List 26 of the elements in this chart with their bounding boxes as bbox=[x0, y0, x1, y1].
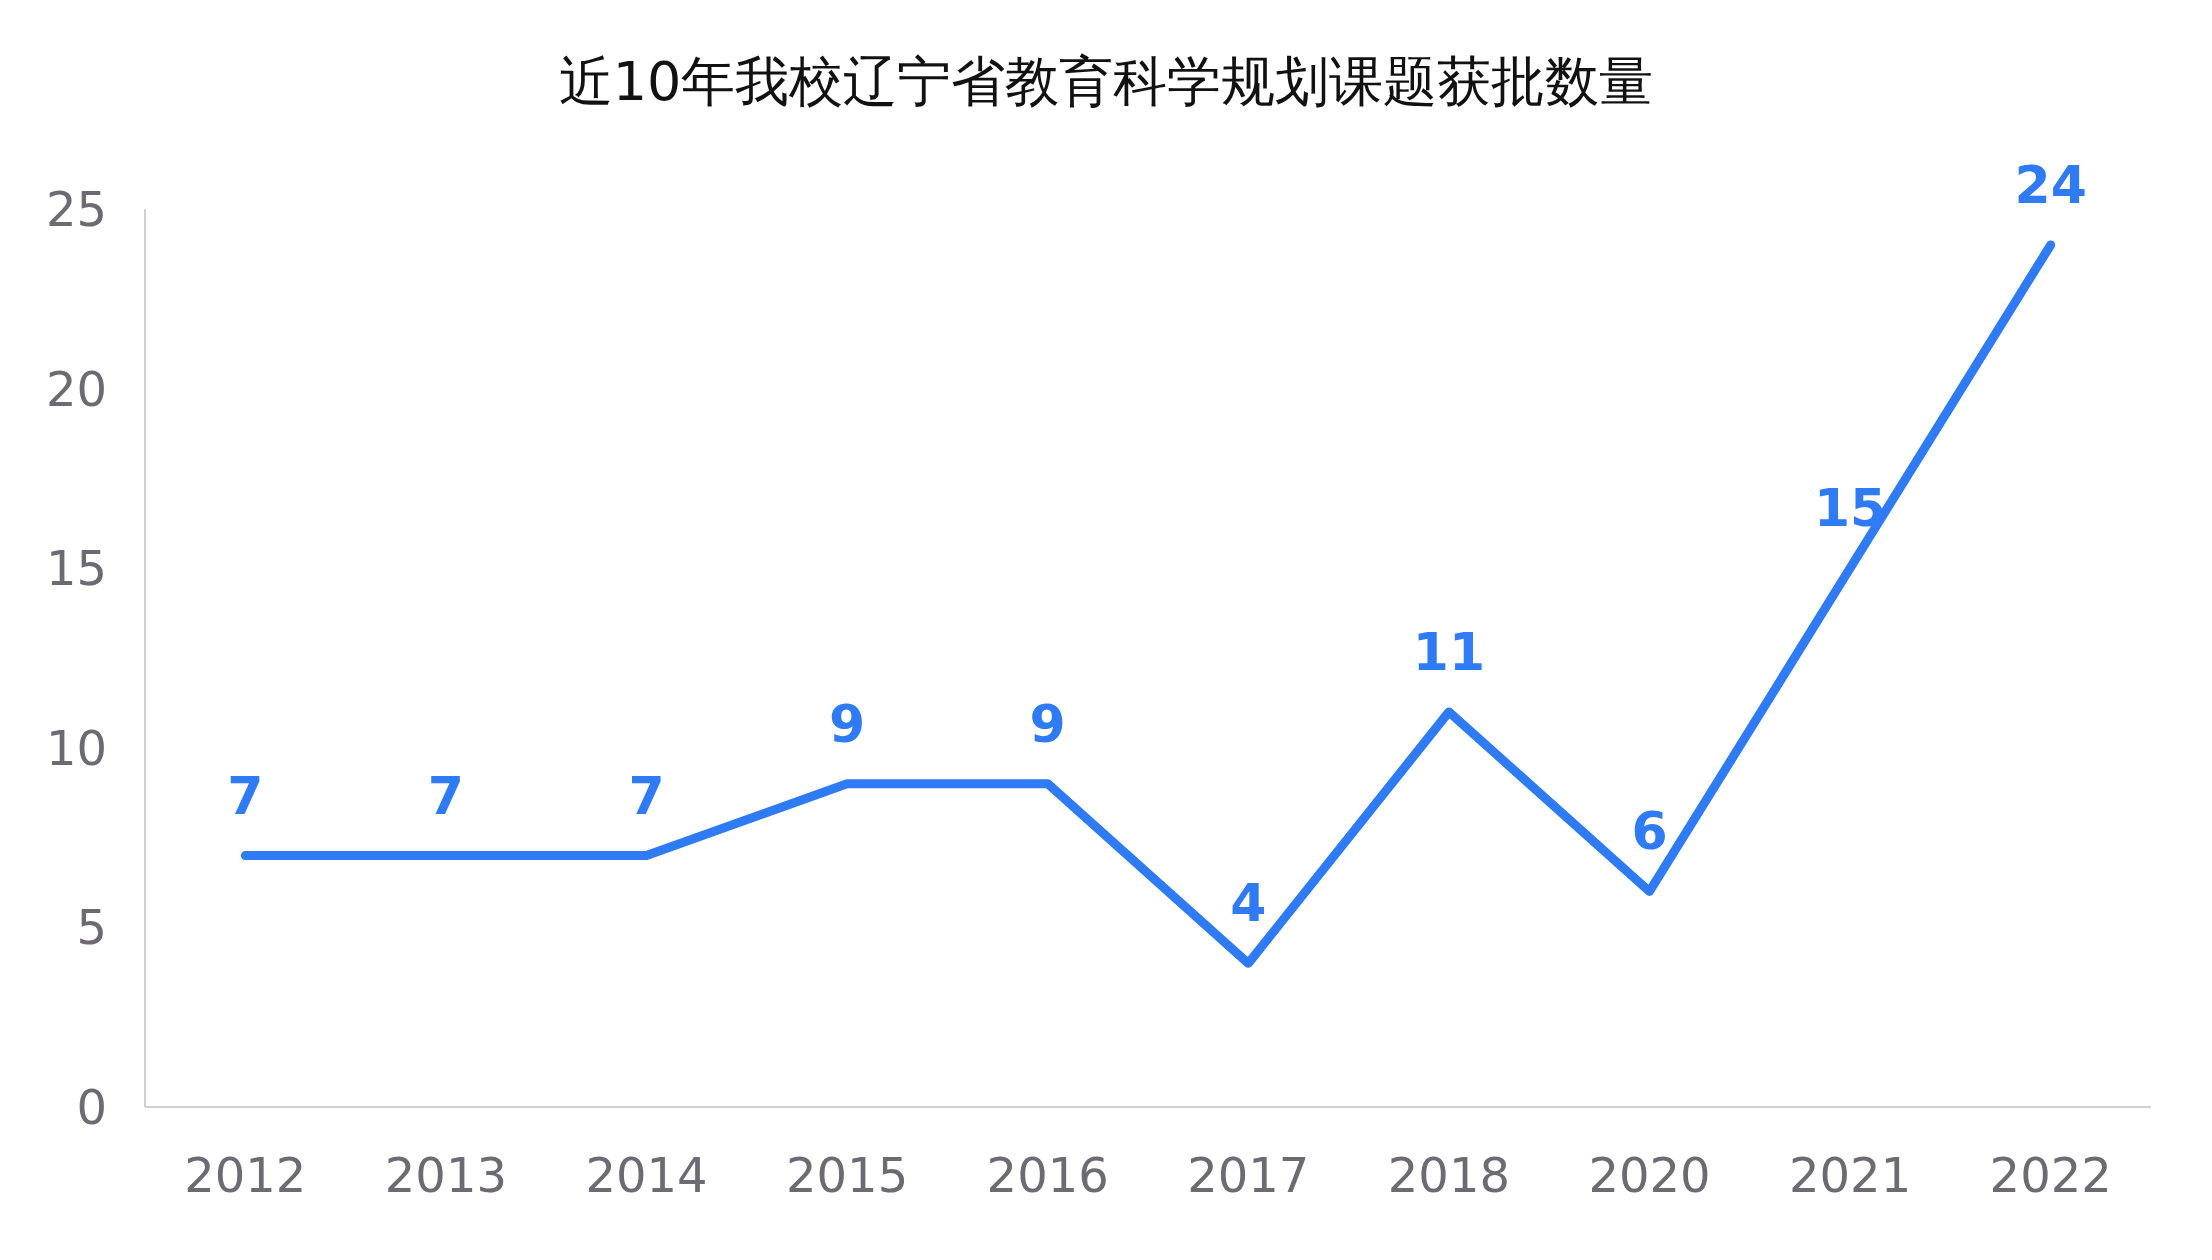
data-label: 6 bbox=[1631, 801, 1668, 862]
data-label: 9 bbox=[829, 693, 866, 754]
data-label: 24 bbox=[2014, 154, 2087, 215]
chart-title: 近10年我校辽宁省教育科学规划课题获批数量 bbox=[558, 50, 1654, 113]
y-tick-label: 10 bbox=[45, 719, 107, 776]
x-tick-label: 2015 bbox=[786, 1147, 909, 1203]
x-tick-label: 2012 bbox=[184, 1147, 307, 1203]
y-tick-label: 20 bbox=[45, 360, 107, 417]
y-tick-label: 25 bbox=[45, 181, 107, 237]
y-tick-label: 5 bbox=[76, 899, 107, 956]
x-tick-label: 2022 bbox=[1989, 1147, 2112, 1203]
x-tick-label: 2021 bbox=[1789, 1147, 1912, 1203]
x-tick-label: 2020 bbox=[1588, 1147, 1711, 1203]
data-label: 7 bbox=[628, 765, 665, 826]
y-tick-label: 15 bbox=[45, 540, 107, 597]
x-tick-label: 2018 bbox=[1387, 1147, 1510, 1203]
x-tick-label: 2014 bbox=[585, 1147, 708, 1203]
data-label: 7 bbox=[227, 765, 264, 826]
data-label: 4 bbox=[1230, 873, 1267, 934]
x-tick-label: 2013 bbox=[384, 1147, 507, 1203]
data-label: 7 bbox=[427, 765, 464, 826]
x-tick-label: 2017 bbox=[1187, 1147, 1310, 1203]
data-label: 11 bbox=[1412, 621, 1486, 682]
data-label: 9 bbox=[1029, 693, 1066, 754]
y-tick-label: 0 bbox=[76, 1079, 107, 1135]
x-tick-label: 2016 bbox=[986, 1147, 1109, 1203]
